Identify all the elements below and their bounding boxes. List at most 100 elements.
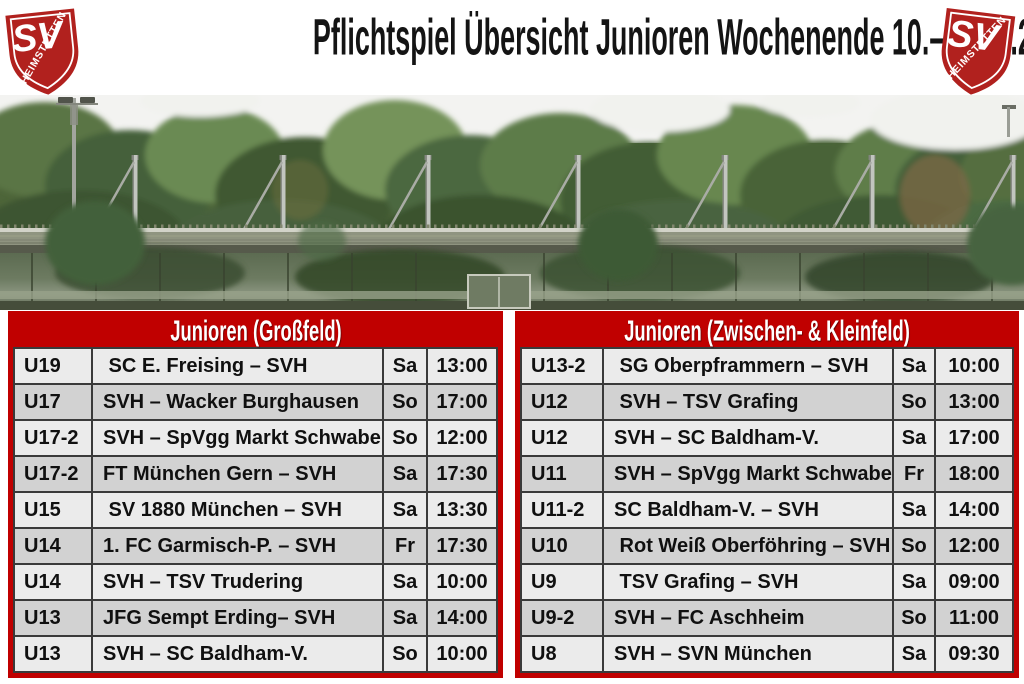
table-row: U13-2 SG Oberpframmern – SVH Sa 10:00	[520, 347, 1014, 385]
table-row: U15 SV 1880 München – SVH Sa 13:30	[13, 491, 498, 529]
match-cell: SVH – SC Baldham-V.	[602, 419, 894, 457]
day-cell: So	[382, 635, 428, 673]
foreground-foliage	[45, 201, 1024, 285]
day-cell: So	[892, 599, 936, 637]
age-group-cell: U17-2	[13, 419, 93, 457]
time-cell: 17:00	[426, 383, 498, 421]
day-cell: Sa	[382, 491, 428, 529]
table-header-grossfeld: Junioren (Großfeld)	[13, 315, 498, 347]
club-logo-left: SV HEIMSTETTEN	[5, 8, 79, 95]
table-header-kleinfeld: Junioren (Zwischen- & Kleinfeld)	[520, 315, 1014, 347]
title-wrap: Pflichtspiel Übersicht Junioren Wochenen…	[0, 9, 1024, 67]
age-group-cell: U10	[520, 527, 604, 565]
fixture-rows: U13-2 SG Oberpframmern – SVH Sa 10:00 U1…	[520, 347, 1014, 673]
match-cell: SG Oberpframmern – SVH	[602, 347, 894, 385]
day-cell: So	[892, 383, 936, 421]
age-group-cell: U13-2	[520, 347, 604, 385]
table-row: U12 SVH – TSV Grafing So 13:00	[520, 383, 1014, 421]
table-title: Junioren (Zwischen- & Kleinfeld)	[624, 315, 910, 347]
table-row: U14 SVH – TSV Trudering Sa 10:00	[13, 563, 498, 601]
match-cell: SC Baldham-V. – SVH	[602, 491, 894, 529]
day-cell: Fr	[382, 527, 428, 565]
table-row: U8 SVH – SVN München Sa 09:30	[520, 635, 1014, 673]
day-cell: Sa	[382, 347, 428, 385]
age-group-cell: U9	[520, 563, 604, 601]
age-group-cell: U19	[13, 347, 93, 385]
table-row: U13 SVH – SC Baldham-V. So 10:00	[13, 635, 498, 673]
age-group-cell: U11	[520, 455, 604, 493]
day-cell: Fr	[892, 455, 936, 493]
day-cell: Sa	[892, 635, 936, 673]
table-row: U9-2 SVH – FC Aschheim So 11:00	[520, 599, 1014, 637]
match-cell: 1. FC Garmisch-P. – SVH	[91, 527, 384, 565]
day-cell: So	[382, 419, 428, 457]
time-cell: 18:00	[934, 455, 1014, 493]
time-cell: 17:30	[426, 455, 498, 493]
match-cell: SVH – TSV Grafing	[602, 383, 894, 421]
table-row: U11 SVH – SpVgg Markt Schwaben Fr 18:00	[520, 455, 1014, 493]
canopy-roof	[0, 224, 1024, 261]
age-group-cell: U13	[13, 635, 93, 673]
time-cell: 14:00	[934, 491, 1014, 529]
age-group-cell: U12	[520, 419, 604, 457]
glass-facade	[0, 245, 1024, 310]
floodlight-pole	[56, 97, 1016, 308]
header: SV HEIMSTETTEN Pflichtspiel Übersicht Ju…	[0, 0, 1024, 95]
match-cell: TSV Grafing – SVH	[602, 563, 894, 601]
age-group-cell: U8	[520, 635, 604, 673]
table-row: U14 1. FC Garmisch-P. – SVH Fr 17:30	[13, 527, 498, 565]
time-cell: 12:00	[426, 419, 498, 457]
table-row: U17-2 SVH – SpVgg Markt Schwaben So 12:0…	[13, 419, 498, 457]
match-cell: SVH – Wacker Burghausen	[91, 383, 384, 421]
time-cell: 10:00	[934, 347, 1014, 385]
age-group-cell: U15	[13, 491, 93, 529]
time-cell: 13:00	[426, 347, 498, 385]
match-cell: SV 1880 München – SVH	[91, 491, 384, 529]
day-cell: Sa	[382, 563, 428, 601]
day-cell: So	[382, 383, 428, 421]
time-cell: 17:00	[934, 419, 1014, 457]
time-cell: 14:00	[426, 599, 498, 637]
fixture-rows: U19 SC E. Freising – SVH Sa 13:00 U17 SV…	[13, 347, 498, 673]
match-cell: FT München Gern – SVH	[91, 455, 384, 493]
table-row: U17 SVH – Wacker Burghausen So 17:00	[13, 383, 498, 421]
match-cell: JFG Sempt Erding– SVH	[91, 599, 384, 637]
time-cell: 10:00	[426, 563, 498, 601]
club-abbr: SV	[10, 14, 67, 61]
day-cell: So	[892, 527, 936, 565]
table-row: U9 TSV Grafing – SVH Sa 09:00	[520, 563, 1014, 601]
day-cell: Sa	[382, 599, 428, 637]
time-cell: 11:00	[934, 599, 1014, 637]
match-cell: SVH – SpVgg Markt Schwaben	[602, 455, 894, 493]
time-cell: 10:00	[426, 635, 498, 673]
club-abbr: SV	[945, 12, 1003, 60]
time-cell: 13:30	[426, 491, 498, 529]
table-title: Junioren (Großfeld)	[169, 315, 342, 347]
club-logo-right: SV HEIMSTETTEN	[941, 8, 1016, 95]
match-cell: SC E. Freising – SVH	[91, 347, 384, 385]
match-cell: SVH – SpVgg Markt Schwaben	[91, 419, 384, 457]
time-cell: 12:00	[934, 527, 1014, 565]
roof-masts	[93, 155, 1017, 233]
day-cell: Sa	[892, 563, 936, 601]
match-cell: SVH – TSV Trudering	[91, 563, 384, 601]
table-row: U10 Rot Weiß Oberföhring – SVH So 12:00	[520, 527, 1014, 565]
page-title: Pflichtspiel Übersicht Junioren Wochenen…	[312, 9, 1024, 67]
time-cell: 09:30	[934, 635, 1014, 673]
time-cell: 09:00	[934, 563, 1014, 601]
day-cell: Sa	[892, 491, 936, 529]
day-cell: Sa	[892, 347, 936, 385]
stadium-photo	[0, 95, 1024, 310]
day-cell: Sa	[382, 455, 428, 493]
age-group-cell: U9-2	[520, 599, 604, 637]
match-cell: SVH – FC Aschheim	[602, 599, 894, 637]
age-group-cell: U12	[520, 383, 604, 421]
day-cell: Sa	[892, 419, 936, 457]
match-cell: SVH – SVN München	[602, 635, 894, 673]
age-group-cell: U17	[13, 383, 93, 421]
table-row: U11-2 SC Baldham-V. – SVH Sa 14:00	[520, 491, 1014, 529]
match-cell: Rot Weiß Oberföhring – SVH	[602, 527, 894, 565]
age-group-cell: U11-2	[520, 491, 604, 529]
table-row: U13 JFG Sempt Erding– SVH Sa 14:00	[13, 599, 498, 637]
